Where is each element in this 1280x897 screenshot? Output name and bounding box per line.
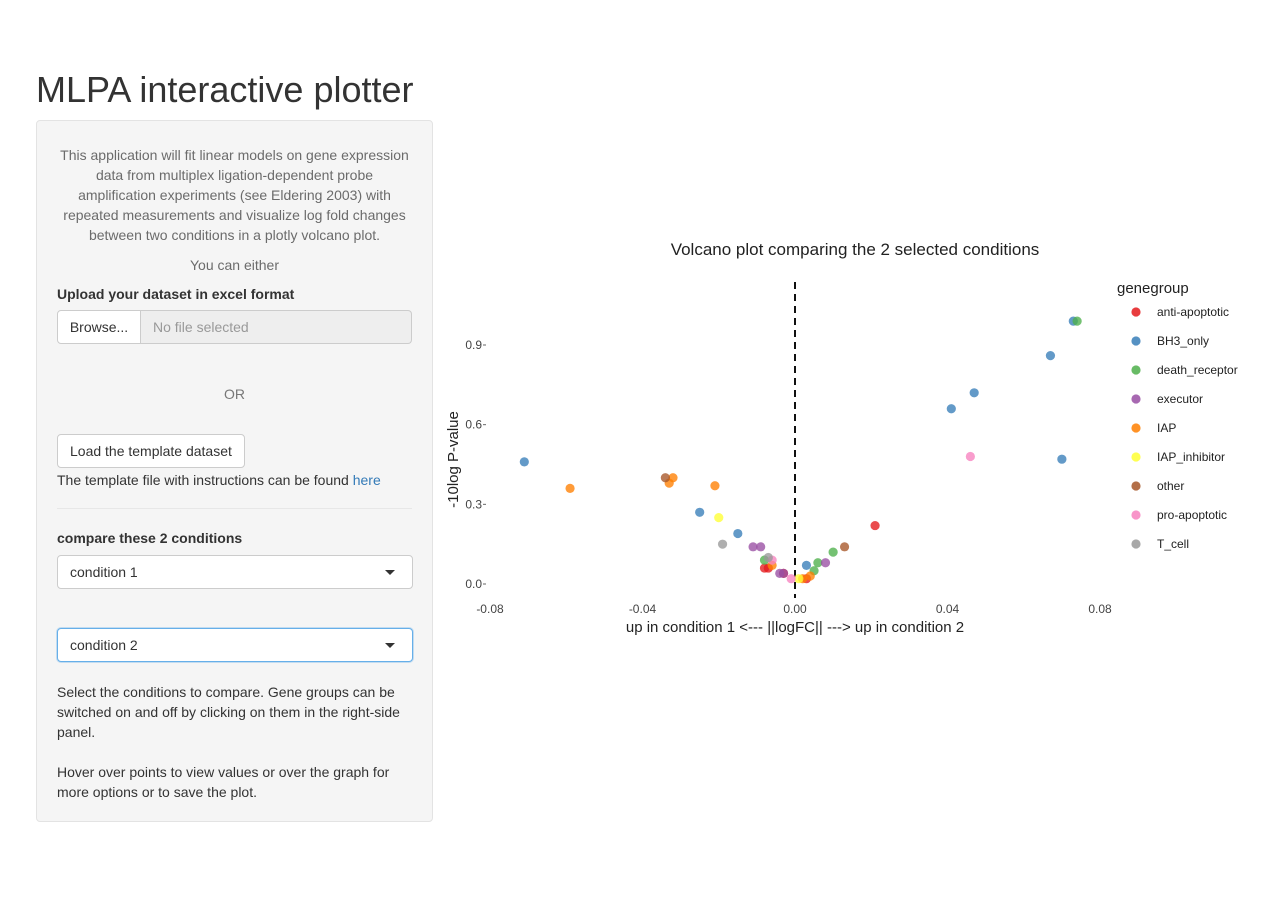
y-tick-label: 0.0 xyxy=(465,577,482,591)
legend-item-label: T_cell xyxy=(1157,537,1189,551)
legend-title: genegroup xyxy=(1117,280,1189,297)
legend-item-label: executor xyxy=(1157,392,1203,406)
condition1-select[interactable]: condition 1 xyxy=(57,555,413,589)
x-tick-label: -0.08 xyxy=(476,602,504,616)
legend-marker xyxy=(1131,452,1141,462)
file-upload-group: Browse... No file selected xyxy=(57,310,412,344)
file-name-field[interactable]: No file selected xyxy=(141,310,412,344)
chevron-down-icon xyxy=(385,570,395,575)
data-point xyxy=(778,568,789,578)
volcano-plot[interactable]: Volcano plot comparing the 2 selected co… xyxy=(440,230,1260,650)
app-title: MLPA interactive plotter xyxy=(36,69,414,110)
upload-label: Upload your dataset in excel format xyxy=(57,286,295,302)
template-note-text: The template file with instructions can … xyxy=(57,472,349,488)
data-point xyxy=(820,558,831,568)
legend-marker xyxy=(1131,336,1141,346)
data-point xyxy=(1072,316,1082,326)
sidebar-panel: This application will fit linear models … xyxy=(36,120,433,822)
data-point xyxy=(801,560,812,571)
data-point xyxy=(813,558,823,568)
compare-label: compare these 2 conditions xyxy=(57,530,243,546)
plot-svg[interactable]: Volcano plot comparing the 2 selected co… xyxy=(440,230,1260,650)
x-tick-label: 0.04 xyxy=(936,602,960,616)
y-tick-label: 0.3 xyxy=(465,497,482,511)
y-tick-label: 0.9 xyxy=(465,338,482,352)
data-point xyxy=(870,520,880,531)
legend-item-label: IAP_inhibitor xyxy=(1157,450,1225,464)
data-point xyxy=(565,483,575,493)
x-tick-label: -0.04 xyxy=(629,602,657,616)
data-point xyxy=(839,542,850,552)
help-text-hover: Hover over points to view values or over… xyxy=(57,764,390,800)
legend-item-label: IAP xyxy=(1157,421,1176,435)
intro-text: This application will fit linear models … xyxy=(60,147,409,243)
data-point xyxy=(710,481,720,491)
x-tick-label: 0.00 xyxy=(783,602,807,616)
legend-item-label: BH3_only xyxy=(1157,334,1209,348)
legend-marker xyxy=(1131,423,1141,433)
legend-marker xyxy=(1131,539,1141,549)
legend-item-label: pro-apoptotic xyxy=(1157,508,1227,522)
legend-marker xyxy=(1131,307,1141,317)
legend-marker xyxy=(1131,510,1141,520)
x-axis-title: up in condition 1 <--- ||logFC|| ---> up… xyxy=(626,619,964,636)
y-tick-label: 0.6 xyxy=(465,418,482,432)
data-point xyxy=(668,473,678,483)
condition1-value: condition 1 xyxy=(70,564,138,580)
load-template-button[interactable]: Load the template dataset xyxy=(57,434,245,468)
data-point xyxy=(756,542,766,552)
data-point xyxy=(717,539,728,549)
data-point xyxy=(805,571,815,581)
data-point xyxy=(965,451,975,462)
data-point xyxy=(969,388,979,398)
data-point xyxy=(733,528,743,539)
template-link[interactable]: here xyxy=(352,472,381,488)
data-point xyxy=(828,547,838,557)
data-point xyxy=(695,507,705,517)
data-point xyxy=(714,513,724,523)
data-point xyxy=(763,552,773,563)
template-note: The template file with instructions can … xyxy=(57,470,381,490)
data-point xyxy=(748,542,758,552)
data-point xyxy=(1057,454,1067,464)
data-point xyxy=(1045,351,1056,361)
data-point xyxy=(946,404,956,414)
chevron-down-icon xyxy=(385,643,395,648)
data-point xyxy=(519,457,529,467)
you-can-either-text: You can either xyxy=(190,257,279,273)
browse-button[interactable]: Browse... xyxy=(57,310,141,344)
data-point xyxy=(660,473,670,483)
divider xyxy=(57,508,412,509)
data-point xyxy=(786,574,796,584)
condition2-value: condition 2 xyxy=(70,637,138,653)
y-axis-title: -10log P-value xyxy=(445,411,462,508)
legend-marker xyxy=(1131,365,1141,375)
or-separator-text: OR xyxy=(224,386,245,402)
help-text-select: Select the conditions to compare. Gene g… xyxy=(57,684,400,740)
condition2-select[interactable]: condition 2 xyxy=(57,628,413,662)
plot-title: Volcano plot comparing the 2 selected co… xyxy=(671,240,1040,259)
data-point xyxy=(794,574,804,584)
x-tick-label: 0.08 xyxy=(1088,602,1112,616)
legend-item-label: death_receptor xyxy=(1157,363,1238,377)
legend-item-label: other xyxy=(1157,479,1184,493)
legend-marker xyxy=(1131,481,1141,491)
legend-marker xyxy=(1131,394,1141,404)
legend-item-label: anti-apoptotic xyxy=(1157,305,1229,319)
